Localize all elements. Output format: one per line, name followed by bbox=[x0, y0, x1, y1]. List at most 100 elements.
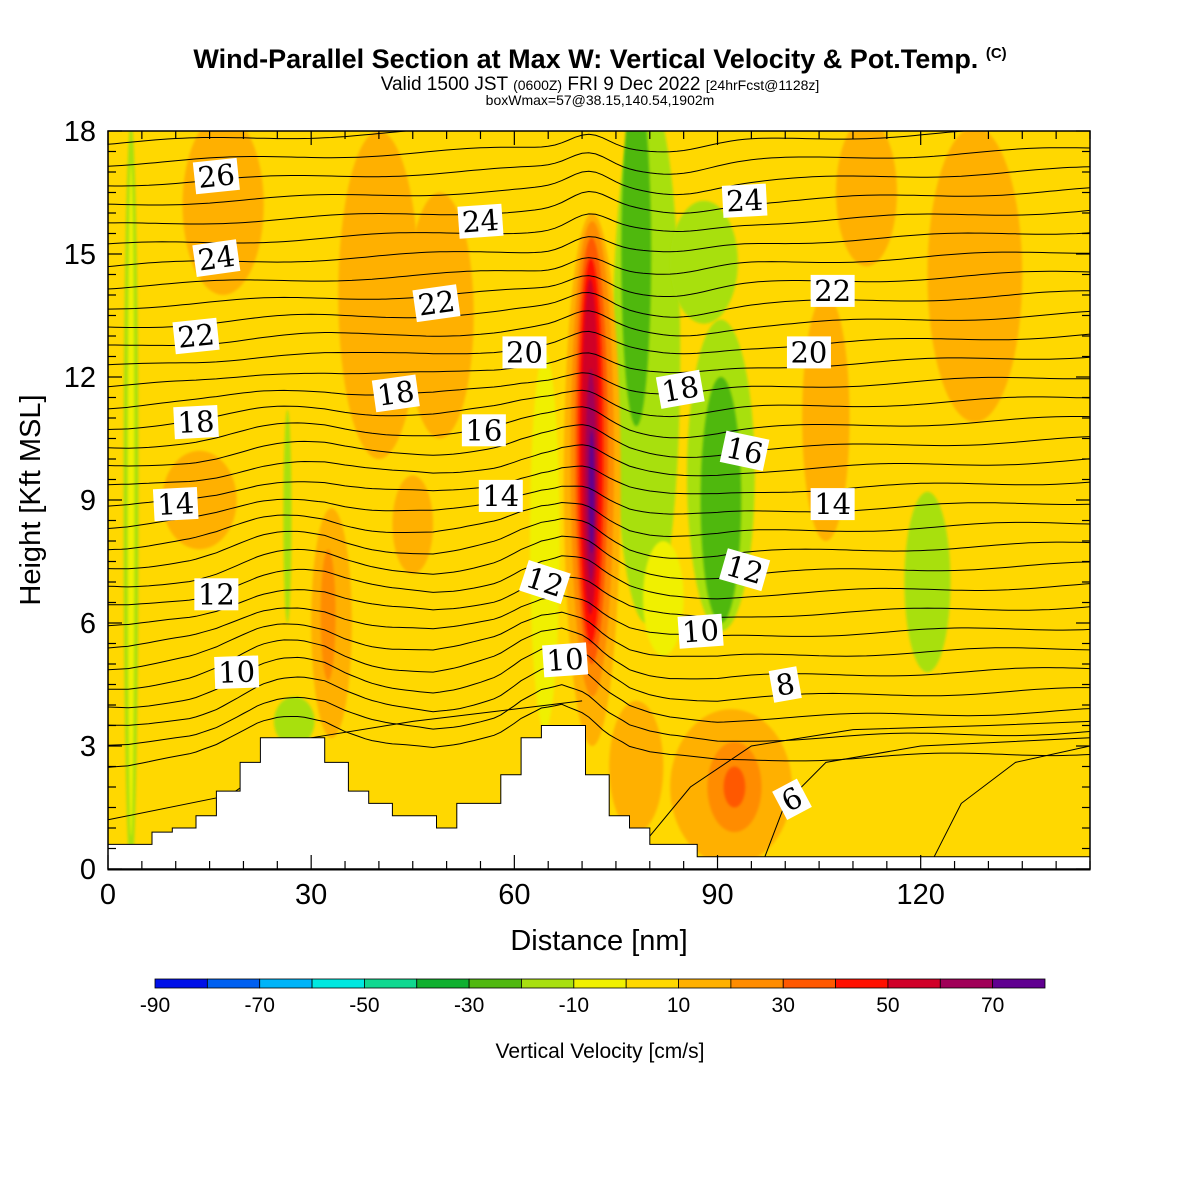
theta-label-box bbox=[461, 414, 506, 447]
theta-contour bbox=[108, 485, 1090, 529]
theta-contour bbox=[764, 737, 1090, 857]
theta-label-text: 24 bbox=[461, 203, 500, 239]
theta-label-text: 24 bbox=[725, 183, 764, 219]
theta-label-box bbox=[518, 559, 571, 605]
colorbar-cell bbox=[311, 978, 365, 989]
y-tick-label: 3 bbox=[80, 731, 96, 763]
field-patch bbox=[927, 131, 1023, 423]
theta-label: 18 bbox=[655, 369, 705, 409]
field-patch bbox=[723, 766, 746, 808]
theta-label-text: 12 bbox=[198, 577, 235, 611]
theta-label-text: 14 bbox=[482, 479, 519, 513]
theta-label: 10 bbox=[542, 642, 589, 678]
theta-contour bbox=[108, 517, 1090, 570]
theta-contour bbox=[108, 166, 1090, 206]
title-text: Wind-Parallel Section at Max W: Vertical… bbox=[193, 44, 979, 74]
theta-label: 12 bbox=[194, 577, 239, 611]
field-patch bbox=[609, 700, 664, 833]
theta-contour bbox=[108, 131, 970, 167]
theta-label: 14 bbox=[810, 487, 855, 521]
colorbar-cell bbox=[573, 978, 627, 989]
field-patch bbox=[670, 200, 738, 324]
theta-contour bbox=[108, 444, 1090, 486]
x-tick-label: 90 bbox=[701, 879, 733, 911]
valid-date: FRI 9 Dec 2022 bbox=[567, 74, 701, 95]
colorbar-tick-label: 30 bbox=[772, 994, 795, 1017]
chart-title: Wind-Parallel Section at Max W: Vertical… bbox=[0, 44, 1200, 75]
theta-contour bbox=[108, 310, 1090, 347]
theta-label: 8 bbox=[768, 666, 802, 703]
theta-contour bbox=[108, 372, 1090, 410]
field-patch bbox=[836, 131, 897, 267]
theta-contour bbox=[108, 209, 1090, 245]
theta-label: 14 bbox=[478, 479, 523, 513]
valid-zulu: (0600Z) bbox=[513, 77, 563, 93]
x-tick-label: 30 bbox=[295, 879, 327, 911]
theta-label-box bbox=[214, 655, 260, 689]
theta-contour bbox=[108, 187, 1090, 225]
theta-label-text: 20 bbox=[790, 335, 827, 369]
theta-contour bbox=[108, 644, 1090, 709]
theta-contour bbox=[108, 406, 1090, 449]
colorbar-tick-label: 70 bbox=[981, 994, 1004, 1017]
field-patch bbox=[529, 352, 560, 730]
field-patch bbox=[320, 549, 336, 681]
theta-contour bbox=[108, 65, 1090, 100]
theta-label-box bbox=[786, 336, 831, 369]
colorbar-tick-label: 50 bbox=[876, 994, 899, 1017]
colorbar-label: Vertical Velocity [cm/s] bbox=[496, 1040, 705, 1063]
chart-subtitle: Valid 1500 JST (0600Z) FRI 9 Dec 2022 [2… bbox=[0, 74, 1200, 96]
theta-contour bbox=[108, 703, 1090, 768]
theta-label-text: 24 bbox=[196, 239, 237, 278]
theta-contour bbox=[108, 627, 1090, 690]
theta-label: 18 bbox=[371, 374, 420, 413]
theta-label: 10 bbox=[214, 655, 260, 690]
theta-label-box bbox=[192, 239, 241, 278]
theta-contour bbox=[108, 594, 1090, 649]
theta-label: 16 bbox=[719, 430, 770, 472]
theta-label-box bbox=[412, 284, 461, 323]
theta-contour bbox=[108, 251, 1090, 290]
theta-label: 26 bbox=[192, 157, 240, 195]
theta-label-text: 22 bbox=[814, 274, 851, 308]
theta-label-text: 10 bbox=[218, 655, 256, 690]
theta-contour bbox=[108, 575, 1090, 627]
theta-contour bbox=[108, 555, 1090, 606]
theta-contour bbox=[108, 535, 1090, 588]
x-tick-label: 0 bbox=[100, 879, 116, 911]
theta-label-box bbox=[719, 430, 770, 472]
theta-contour bbox=[108, 290, 1090, 328]
theta-label-text: 18 bbox=[177, 404, 216, 440]
colorbar-tick-label: -90 bbox=[140, 994, 170, 1017]
theta-label: 18 bbox=[173, 404, 219, 440]
x-tick-label: 120 bbox=[896, 879, 944, 911]
theta-label-box bbox=[721, 183, 768, 218]
theta-contour bbox=[108, 147, 1090, 187]
theta-labels: 2624221814121024222018161412102418161210… bbox=[152, 157, 855, 820]
theta-label-text: 22 bbox=[416, 284, 457, 323]
field-patch bbox=[643, 541, 684, 656]
colorbar-cell bbox=[625, 978, 679, 989]
theta-label: 20 bbox=[502, 335, 547, 369]
theta-label-box bbox=[768, 666, 802, 703]
theta-label: 20 bbox=[786, 335, 831, 369]
colorbar-cell bbox=[887, 978, 941, 989]
theta-contour bbox=[108, 684, 1090, 746]
y-tick-label: 0 bbox=[80, 854, 96, 886]
theta-contour bbox=[108, 88, 1090, 121]
field-patch bbox=[162, 450, 237, 550]
theta-label: 24 bbox=[457, 203, 504, 239]
theta-label: 10 bbox=[677, 613, 724, 649]
theta-label-box bbox=[810, 274, 855, 307]
box-info: boxWmax=57@38.15,140.54,1902m bbox=[485, 92, 715, 108]
theta-label-box bbox=[172, 317, 220, 355]
y-tick-label: 15 bbox=[64, 239, 96, 271]
colorbar-cell bbox=[468, 978, 522, 989]
theta-label: 24 bbox=[721, 183, 768, 219]
field-patch bbox=[621, 131, 652, 427]
theta-label-box bbox=[478, 479, 523, 512]
colorbar-tick-label: -70 bbox=[245, 994, 275, 1017]
colorbar-cell bbox=[416, 978, 470, 989]
theta-label-box bbox=[542, 642, 589, 678]
